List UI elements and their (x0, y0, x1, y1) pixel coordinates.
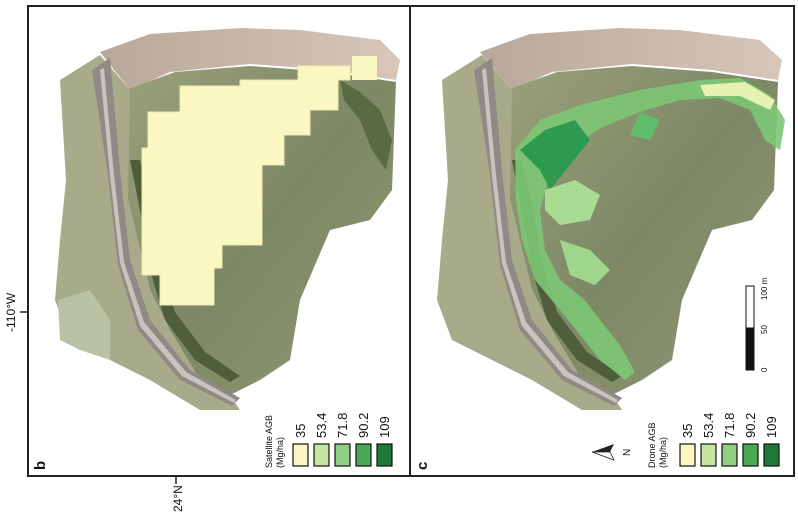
legend-value: 35 (680, 424, 695, 438)
legend-swatch (742, 443, 759, 467)
scale-bar (745, 285, 755, 371)
scale-label-100: 100 m (760, 277, 769, 300)
legend-value: 53.4 (314, 413, 329, 438)
legend-swatch (355, 443, 372, 467)
lat-label: 24°N (171, 485, 185, 512)
legend-c-unit: (Mg/ha) (658, 437, 668, 468)
north-arrow-icon: N (591, 444, 633, 461)
legend-swatch (679, 443, 696, 467)
legend-value: 53.4 (701, 413, 716, 438)
scale-label-0: 0 (760, 367, 769, 372)
legend-swatch (292, 443, 309, 467)
legend-value: 71.8 (722, 413, 737, 438)
lon-label: -110°W (4, 292, 18, 332)
legend-b-title: Satellite AGB (264, 415, 274, 468)
panel-b-letter: b (32, 461, 49, 470)
legend-value: 90.2 (743, 413, 758, 438)
legend-swatch (721, 443, 738, 467)
legend-swatch (376, 443, 393, 467)
legend-swatch (763, 443, 780, 467)
legend-value: 90.2 (356, 413, 371, 438)
scale-label-50: 50 (760, 325, 769, 334)
legend-value: 71.8 (335, 413, 350, 438)
legend-swatch (334, 443, 351, 467)
panel-c-letter: c (414, 462, 431, 470)
legend-b-unit: (Mg/ha) (275, 437, 285, 468)
panel-b-legend: Satellite AGB (Mg/ha) 35 53.4 71.8 90.2 109 (264, 413, 393, 468)
panel-c-legend: Drone AGB (Mg/ha) 35 53.4 71.8 90.2 109 (647, 413, 780, 468)
panel-b-aerial-image (55, 28, 400, 410)
legend-value: 35 (293, 424, 308, 438)
legend-swatch (700, 443, 717, 467)
legend-value: 109 (764, 416, 779, 438)
legend-swatch (313, 443, 330, 467)
panel-c-aerial-image (437, 28, 785, 410)
north-label: N (622, 449, 633, 456)
legend-c-title: Drone AGB (647, 422, 657, 468)
legend-value: 109 (377, 416, 392, 438)
